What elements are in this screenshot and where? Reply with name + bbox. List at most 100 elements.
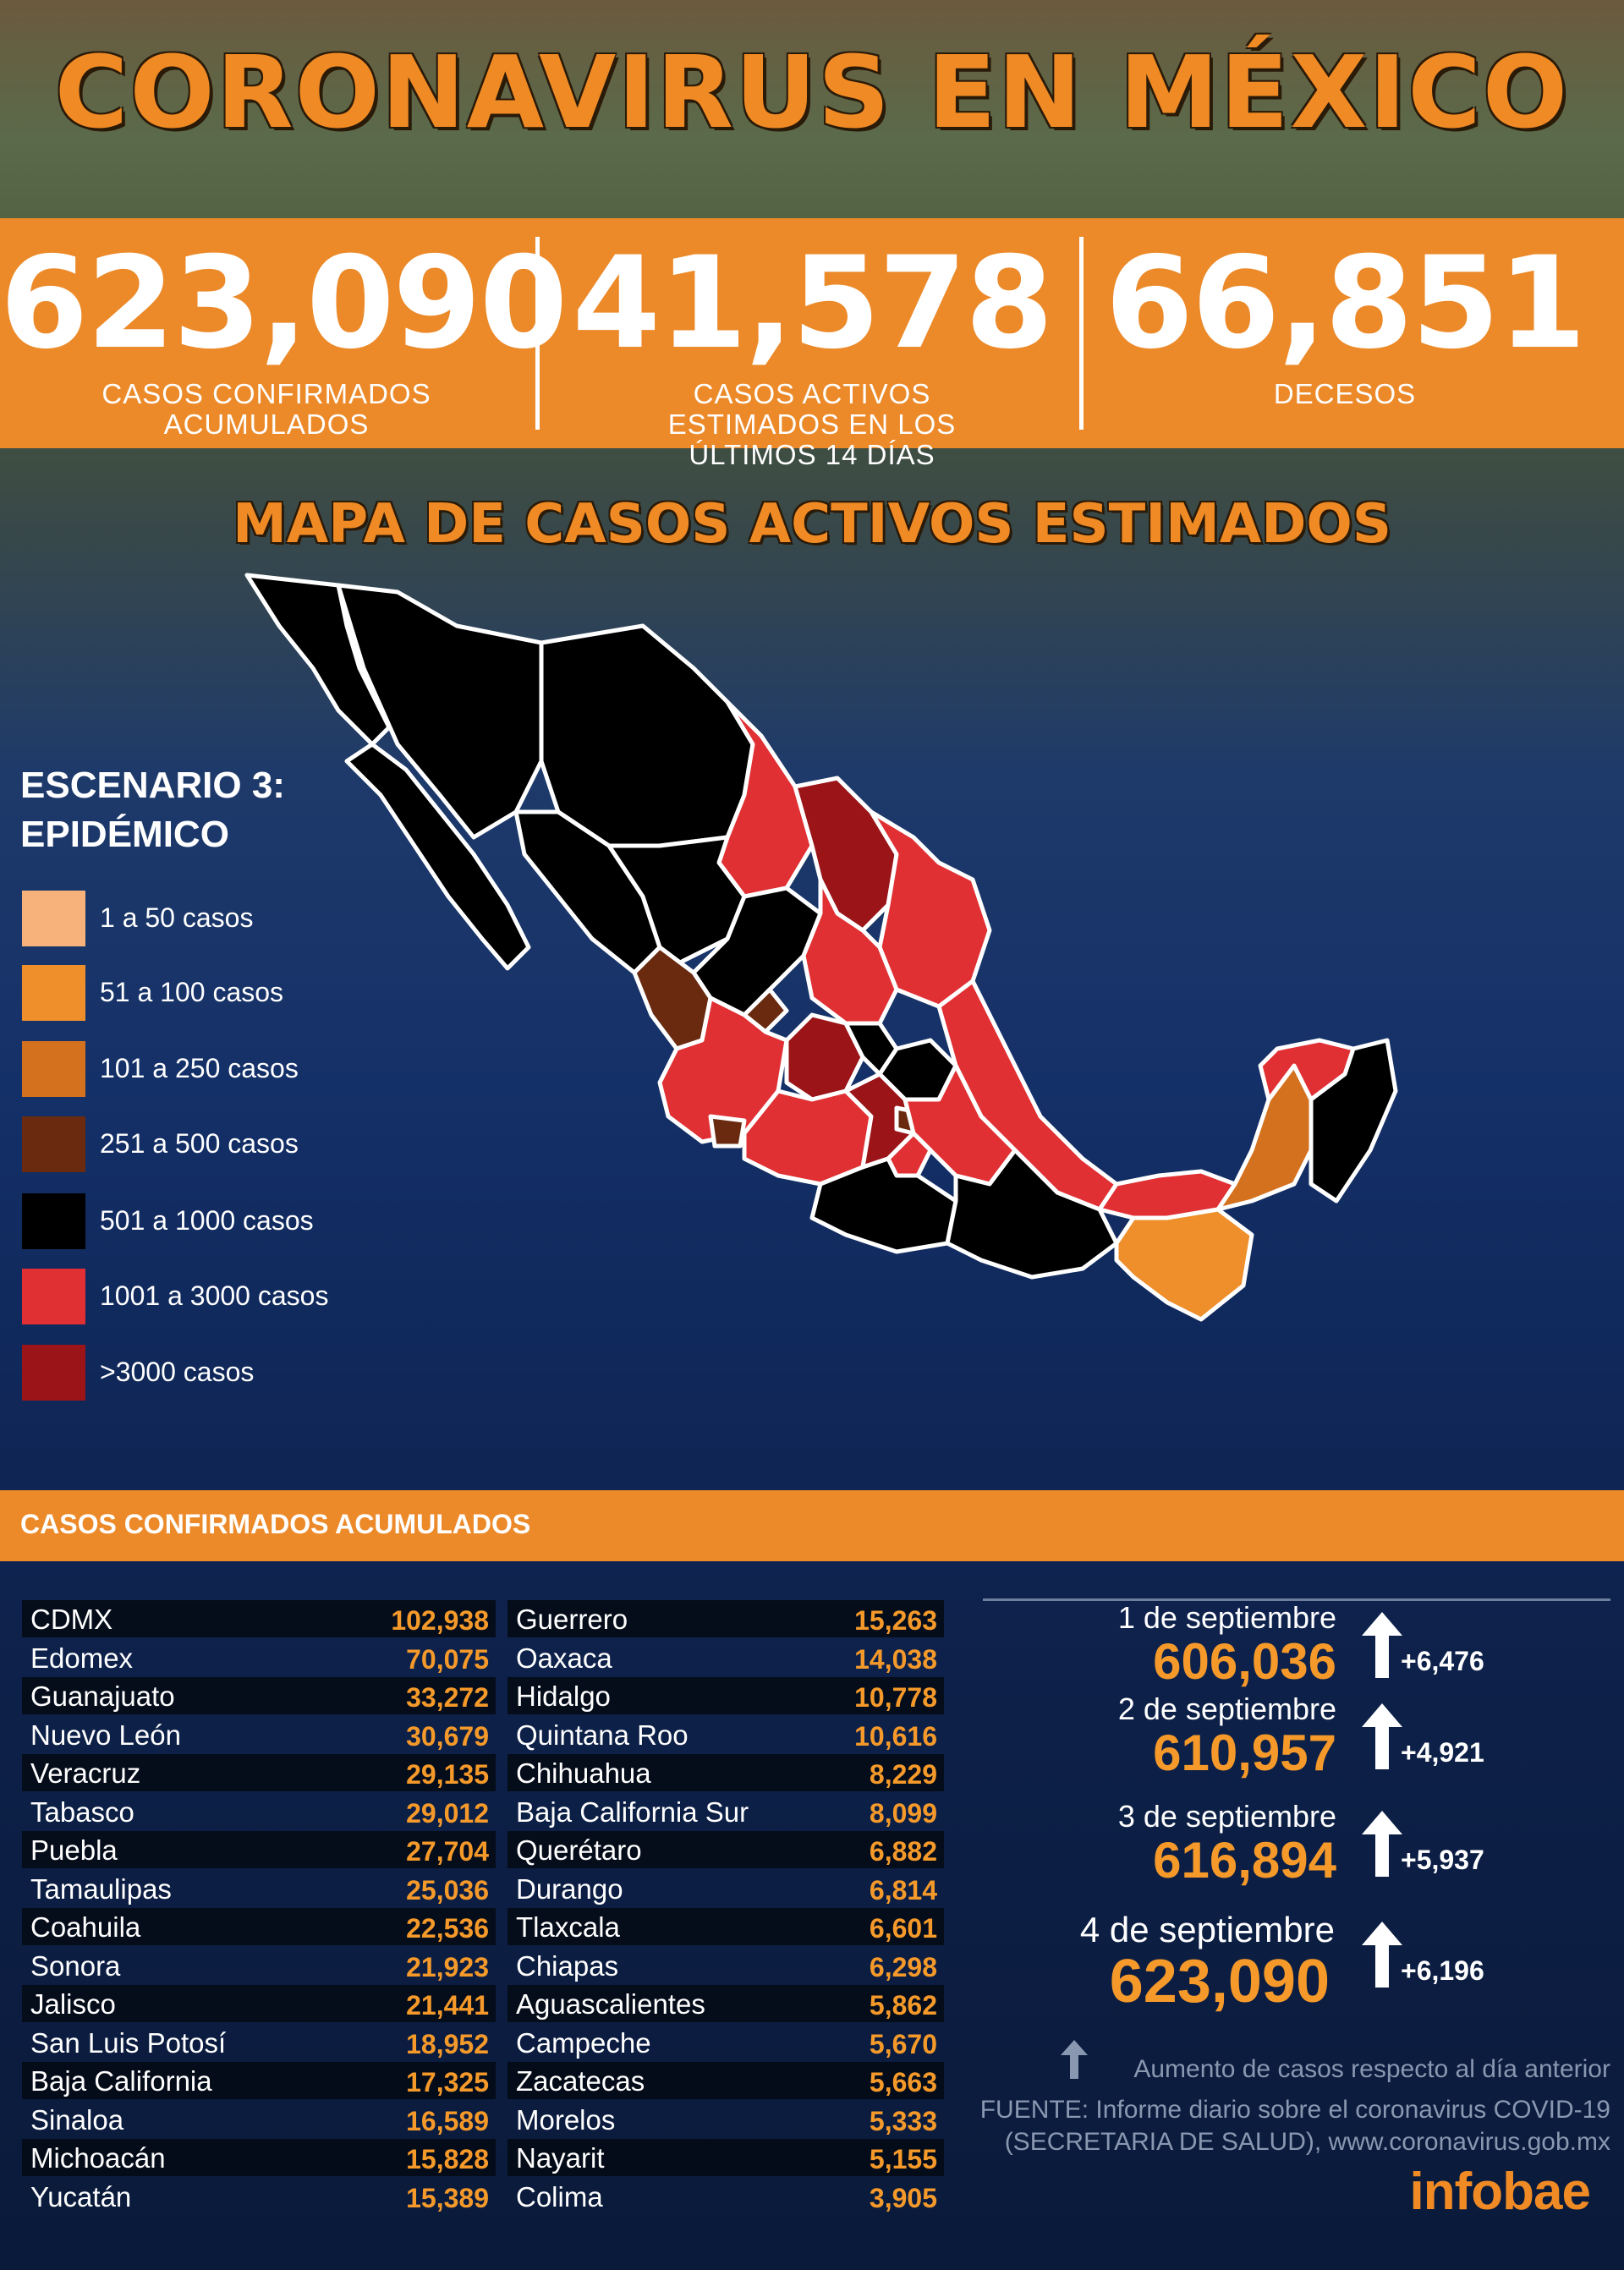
daily-date: 1 de septiembre: [1117, 1600, 1336, 1635]
legend-swatch: [22, 891, 85, 946]
state-name: Aguascalientes: [516, 1988, 705, 2020]
table-row: Nuevo León 30,679: [22, 1716, 496, 1753]
state-cases: 33,272: [406, 1682, 489, 1713]
stat-active-value: 41,578: [572, 230, 1054, 377]
state-nayarit: [632, 945, 713, 1051]
state-quintana-roo: [1309, 1038, 1398, 1204]
stat-divider: [535, 237, 540, 430]
source-line-1: FUENTE: Informe diario sobre el coronavi…: [979, 2096, 1610, 2124]
legend-label: 101 a 250 casos: [100, 1053, 299, 1083]
daily-date: 2 de septiembre: [1117, 1692, 1336, 1726]
state-name: Quintana Roo: [516, 1719, 689, 1751]
scenario-label: ESCENARIO 3:: [20, 765, 285, 806]
state-cases: 25,036: [406, 1874, 489, 1905]
state-cases: 6,601: [869, 1913, 937, 1944]
state-name: Nayarit: [516, 2142, 605, 2174]
legend-swatch: [22, 965, 85, 1021]
stat-active: 41,578 CASOS ACTIVOS ESTIMADOS EN LOS ÚL…: [558, 218, 1066, 470]
state-name: Colima: [516, 2180, 603, 2212]
table-row: Oaxaca 14,038: [508, 1639, 944, 1676]
state-name: Guanajuato: [30, 1681, 175, 1712]
state-cases: 15,828: [406, 2144, 489, 2174]
daily-increase: +6,196: [1401, 1955, 1484, 1986]
table-row: Campeche 5,670: [508, 2024, 944, 2061]
table-row: Zacatecas 5,663: [508, 2062, 944, 2099]
table-title: CASOS CONFIRMADOS ACUMULADOS: [20, 1509, 531, 1539]
arrow-note: Aumento de casos respecto al día anterio…: [1133, 2055, 1610, 2083]
table-row: Coahuila 22,536: [22, 1908, 496, 1945]
table-row: Chiapas 6,298: [508, 1947, 944, 1984]
table-row: Chihuahua 8,229: [508, 1754, 944, 1791]
state-name: Chihuahua: [516, 1757, 651, 1789]
table-row: Guanajuato 33,272: [22, 1677, 496, 1714]
state-cases: 5,663: [869, 2067, 937, 2097]
table-row: Colima 3,905: [508, 2178, 944, 2215]
state-name: Michoacán: [30, 2142, 166, 2174]
legend-label: 1001 a 3000 casos: [100, 1280, 329, 1311]
state-name: Oaxaca: [516, 1642, 612, 1674]
arrow-up-icon: [1362, 1811, 1402, 1877]
daily-date: 4 de septiembre: [1079, 1910, 1335, 1949]
table-row: Michoacán 15,828: [22, 2139, 496, 2176]
legend-label: 51 a 100 casos: [100, 977, 284, 1007]
state-name: Nuevo León: [30, 1719, 181, 1751]
state-name: San Luis Potosí: [30, 2026, 227, 2059]
state-cases: 29,135: [406, 1759, 489, 1790]
state-name: Veracruz: [30, 1757, 141, 1789]
state-cases: 5,862: [869, 1990, 937, 2021]
state-cases: 6,814: [869, 1874, 937, 1905]
daily-total: 610,957: [1153, 1724, 1336, 1781]
scenario-sub: EPIDÉMICO: [20, 814, 229, 855]
daily-increase: +5,937: [1401, 1845, 1484, 1875]
arrow-up-icon: [1362, 1703, 1402, 1769]
table-row: Aguascalientes 5,862: [508, 1985, 944, 2022]
state-name: Baja California Sur: [516, 1796, 749, 1828]
table-row: Guerrero 15,263: [508, 1600, 944, 1637]
table-row: Querétaro 6,882: [508, 1831, 944, 1868]
legend-title: ESCENARIO 3: EPIDÉMICO: [20, 761, 285, 859]
source-line-2: (SECRETARIA DE SALUD), www.coronavirus.g…: [1004, 2128, 1610, 2156]
daily-total: 623,090: [1109, 1948, 1330, 2015]
table-row: Nayarit 5,155: [508, 2139, 944, 2176]
daily-total: 606,036: [1153, 1633, 1336, 1690]
legend-label: >3000 casos: [100, 1357, 255, 1387]
table-row: Baja California Sur 8,099: [508, 1793, 944, 1830]
state-name: Campeche: [516, 2026, 651, 2059]
state-jalisco: [657, 995, 789, 1144]
stat-confirmed: 623,090 CASOS CONFIRMADOS ACUMULADOS: [0, 218, 568, 448]
legend-label: 501 a 1000 casos: [100, 1205, 314, 1236]
state-cases: 102,938: [391, 1605, 489, 1636]
legend-label: 1 a 50 casos: [100, 902, 254, 933]
table-row: Tabasco 29,012: [22, 1793, 496, 1830]
mexico-map: [244, 573, 1398, 1322]
stat-confirmed-label: CASOS CONFIRMADOS ACUMULADOS: [102, 378, 431, 440]
stats-band: 623,090 CASOS CONFIRMADOS ACUMULADOS 41,…: [0, 218, 1624, 470]
state-cases: 15,389: [406, 2182, 489, 2213]
table-row: Yucatán 15,389: [22, 2178, 496, 2215]
table-row: Jalisco 21,441: [22, 1985, 496, 2022]
state-name: Tabasco: [30, 1796, 134, 1828]
daily-increase: +4,921: [1401, 1737, 1484, 1768]
state-cases: 6,882: [869, 1836, 937, 1867]
map-title: MAPA DE CASOS ACTIVOS ESTIMADOS: [233, 493, 1391, 556]
stat-deaths-value: 66,851: [1105, 230, 1587, 377]
state-name: Sonora: [30, 1949, 121, 1982]
brand-logo: infobae: [1409, 2163, 1591, 2221]
state-cases: 16,589: [406, 2105, 489, 2136]
legend-swatch: [22, 1041, 85, 1097]
table-header-band: CASOS CONFIRMADOS ACUMULADOS: [0, 1490, 1624, 1561]
state-cases: 22,536: [406, 1913, 489, 1944]
state-cases: 21,441: [406, 1990, 489, 2021]
state-name: Hidalgo: [516, 1681, 611, 1712]
stat-confirmed-value: 623,090: [0, 230, 568, 377]
state-baja-california-sur: [344, 742, 531, 971]
state-cases: 17,325: [406, 2067, 489, 2097]
stat-divider: [1079, 237, 1084, 430]
state-name: Durango: [516, 1872, 623, 1905]
table-row: Sonora 21,923: [22, 1947, 496, 1984]
state-sonora: [336, 583, 561, 840]
state-cases: 5,333: [869, 2105, 937, 2136]
state-name: Edomex: [30, 1642, 134, 1674]
state-cases: 21,923: [406, 1951, 489, 1982]
table-row: Veracruz 29,135: [22, 1754, 496, 1791]
